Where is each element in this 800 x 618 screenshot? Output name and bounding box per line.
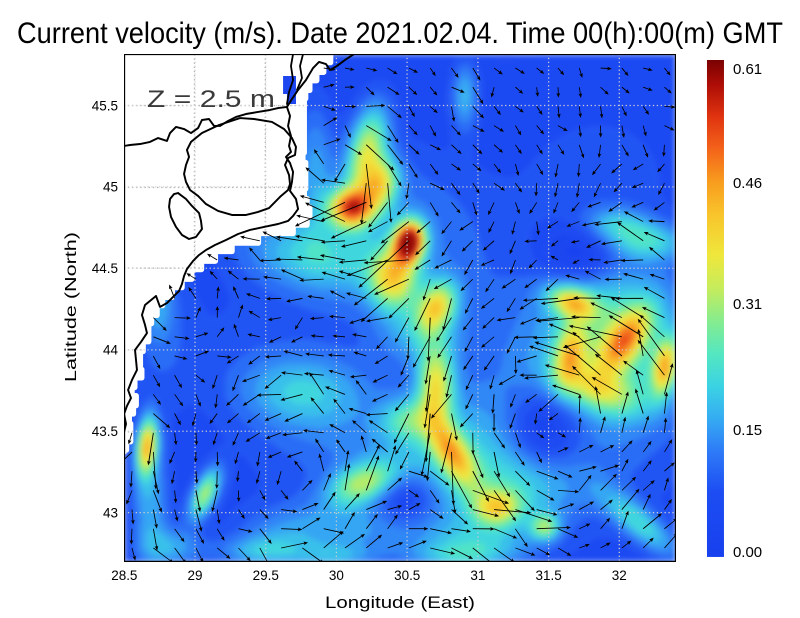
svg-text:45.5: 45.5: [92, 98, 118, 113]
svg-text:Current velocity (m/s). Date 2: Current velocity (m/s). Date 2021.02.04.…: [17, 17, 783, 50]
svg-text:Z = 2.5 m: Z = 2.5 m: [147, 86, 275, 113]
svg-text:29: 29: [188, 568, 203, 583]
svg-text:30.5: 30.5: [394, 568, 420, 583]
svg-text:0.46: 0.46: [733, 175, 762, 192]
svg-text:44.5: 44.5: [92, 261, 118, 276]
svg-text:45: 45: [103, 180, 118, 195]
svg-text:31.5: 31.5: [535, 568, 561, 583]
svg-text:31: 31: [470, 568, 485, 583]
svg-text:0.15: 0.15: [733, 422, 762, 439]
svg-text:44: 44: [103, 343, 118, 358]
svg-text:30: 30: [329, 568, 344, 583]
svg-text:0.31: 0.31: [733, 296, 762, 313]
svg-text:43: 43: [103, 505, 118, 520]
svg-text:29.5: 29.5: [253, 568, 279, 583]
svg-text:0.61: 0.61: [733, 61, 762, 78]
svg-text:Latitude (North): Latitude (North): [63, 232, 80, 382]
svg-text:0.00: 0.00: [733, 544, 762, 561]
svg-text:43.5: 43.5: [92, 424, 118, 439]
svg-text:Longitude (East): Longitude (East): [325, 593, 475, 612]
svg-text:32: 32: [612, 568, 627, 583]
svg-text:28.5: 28.5: [111, 568, 137, 583]
